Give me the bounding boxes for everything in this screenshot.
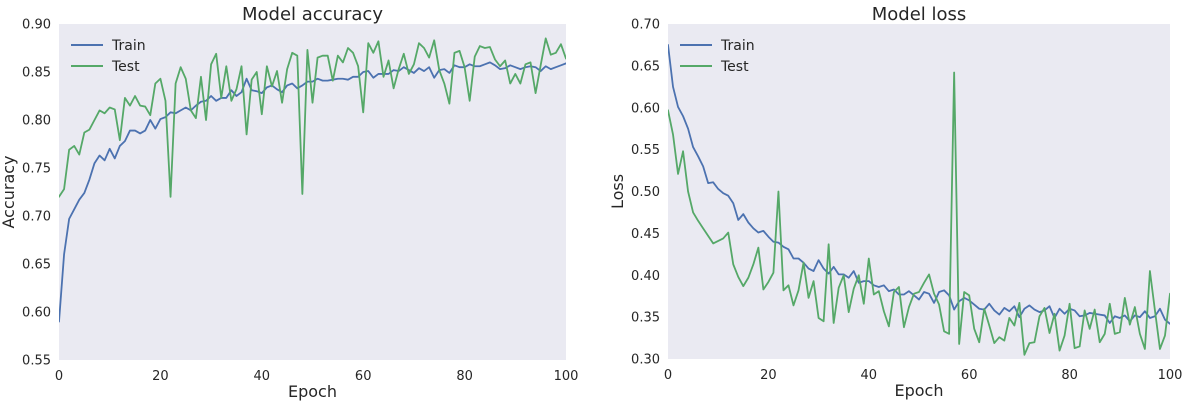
legend-label-test: Test [111,59,140,75]
y-axis-label: Accuracy [0,155,18,228]
y-tick-label: 0.65 [631,59,660,74]
legend-label-train: Train [720,38,755,54]
y-tick-label: 0.60 [22,306,51,321]
x-tick-label: 80 [456,369,473,384]
chart-title: Model accuracy [242,4,383,25]
series-line-test [59,37,566,198]
x-axis-label: Epoch [288,382,337,401]
series-group [668,44,1170,356]
y-tick-label: 0.90 [22,18,51,33]
series-line-test [668,71,1170,356]
x-tick-label: 60 [961,368,978,383]
x-tick-label: 20 [152,369,169,384]
x-tick-label: 0 [664,368,672,383]
x-tick-label: 100 [1158,368,1183,383]
y-tick-label: 0.55 [22,354,51,369]
y-tick-label: 0.70 [22,210,51,225]
plot-area [59,24,566,360]
x-tick-label: 20 [760,368,777,383]
x-axis-label: Epoch [895,381,944,400]
y-tick-label: 0.85 [22,66,51,81]
x-tick-label: 100 [554,369,579,384]
chart-panel-0: 0 20 40 60 80 100 0.55 0.60 0.65 0.70 0.75 0.80 0.85… [0,4,578,401]
x-tick-label: 60 [355,369,372,384]
x-tick-label: 0 [55,369,63,384]
legend: Train Test [680,38,755,75]
y-tick-label: 0.75 [22,162,51,177]
y-tick-label: 0.55 [631,143,660,158]
plot-area [668,24,1170,359]
x-tick-label: 40 [254,369,271,384]
x-tick-label: 40 [861,368,878,383]
legend: Train Test [71,38,146,75]
y-tick-label: 0.30 [631,353,660,368]
chart-panel-1: 0 20 40 60 80 100 0.30 0.35 0.40 0.45 0.50 0.55 0.60… [608,4,1182,400]
y-tick-label: 0.80 [22,114,51,129]
y-axis-label: Loss [608,174,627,209]
y-tick-label: 0.70 [631,18,660,33]
y-tick-label: 0.65 [22,258,51,273]
legend-label-train: Train [111,38,146,54]
y-tick-label: 0.35 [631,311,660,326]
chart-title: Model loss [872,4,967,25]
series-line-train [59,61,566,323]
legend-label-test: Test [720,59,749,75]
series-group [59,37,566,323]
y-tick-label: 0.40 [631,269,660,284]
y-tick-label: 0.45 [631,227,660,242]
y-tick-label: 0.60 [631,101,660,116]
x-tick-label: 80 [1061,368,1078,383]
y-tick-label: 0.50 [631,185,660,200]
